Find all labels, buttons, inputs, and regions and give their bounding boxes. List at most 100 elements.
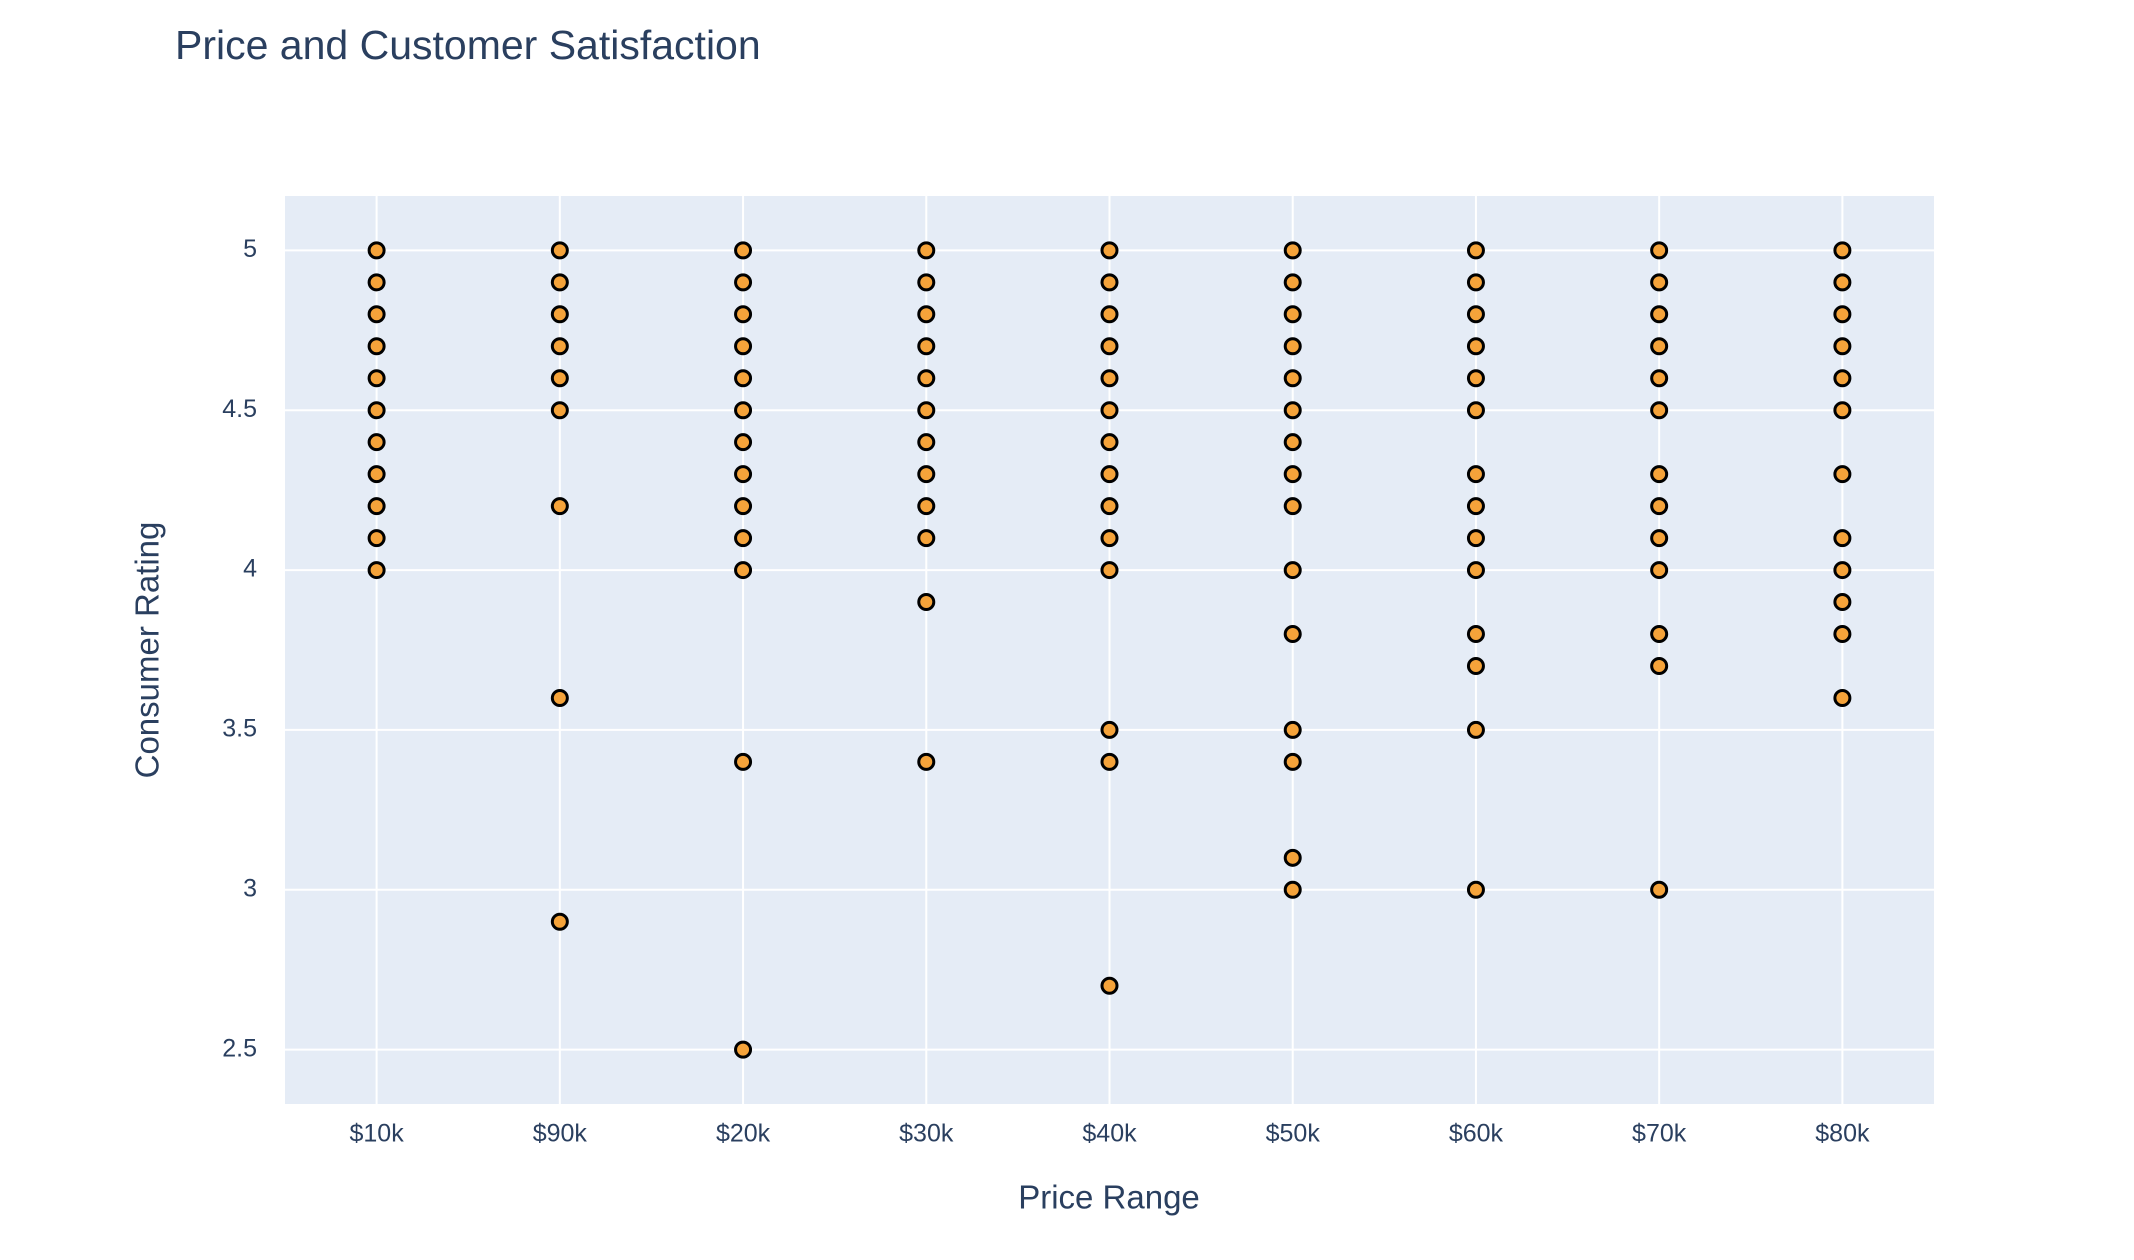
point (550, 241, 569, 260)
point (1283, 752, 1302, 771)
point (1466, 880, 1485, 899)
point (1283, 848, 1302, 867)
point (1650, 529, 1669, 548)
point (367, 497, 386, 516)
point (1283, 401, 1302, 420)
point (367, 241, 386, 260)
point (1100, 497, 1119, 516)
point (1833, 241, 1852, 260)
point (550, 688, 569, 707)
point (1283, 880, 1302, 899)
point (1466, 465, 1485, 484)
point (1466, 497, 1485, 516)
point (1100, 720, 1119, 739)
point (1466, 561, 1485, 580)
y-tick-label: 4 (243, 555, 257, 583)
point (1650, 561, 1669, 580)
point (734, 1040, 753, 1059)
point (1466, 273, 1485, 292)
point (1466, 305, 1485, 324)
y-tick-label: 3 (243, 874, 257, 902)
x-tick-label: $10k (350, 1120, 405, 1148)
point (734, 337, 753, 356)
point (1466, 401, 1485, 420)
point (550, 337, 569, 356)
point (367, 465, 386, 484)
point (1466, 337, 1485, 356)
point (734, 433, 753, 452)
point (1833, 529, 1852, 548)
point (367, 561, 386, 580)
point (1100, 369, 1119, 388)
x-tick-label: $70k (1632, 1120, 1687, 1148)
x-tick-label: $60k (1449, 1120, 1504, 1148)
point (550, 401, 569, 420)
point (917, 497, 936, 516)
point (1650, 241, 1669, 260)
point (1283, 465, 1302, 484)
point (1833, 688, 1852, 707)
point (1650, 369, 1669, 388)
point (1833, 273, 1852, 292)
point (1466, 625, 1485, 644)
point (1650, 465, 1669, 484)
point (550, 273, 569, 292)
point (1833, 401, 1852, 420)
point (1833, 305, 1852, 324)
point (1466, 369, 1485, 388)
point (367, 401, 386, 420)
x-axis-title: Price Range (1018, 1179, 1200, 1216)
x-tick-label: $40k (1082, 1120, 1137, 1148)
point (917, 241, 936, 260)
point (1833, 337, 1852, 356)
y-tick-label: 5 (243, 235, 257, 263)
point (1650, 497, 1669, 516)
point (1100, 305, 1119, 324)
point (734, 401, 753, 420)
point (367, 337, 386, 356)
point (1283, 369, 1302, 388)
point (1466, 656, 1485, 675)
point (917, 305, 936, 324)
point (1833, 593, 1852, 612)
point (1100, 337, 1119, 356)
point (1283, 337, 1302, 356)
point (917, 273, 936, 292)
y-axis-title: Consumer Rating (129, 522, 166, 779)
point (917, 465, 936, 484)
point (1833, 561, 1852, 580)
point (734, 561, 753, 580)
point (1833, 465, 1852, 484)
point (367, 369, 386, 388)
point (1833, 625, 1852, 644)
point (1466, 529, 1485, 548)
point (1100, 401, 1119, 420)
x-tick-label: $30k (899, 1120, 954, 1148)
point (367, 305, 386, 324)
point (1283, 433, 1302, 452)
point (1650, 880, 1669, 899)
point (1283, 561, 1302, 580)
y-tick-label: 2.5 (222, 1034, 257, 1062)
x-tick-label: $50k (1266, 1120, 1321, 1148)
point (917, 337, 936, 356)
point (1650, 656, 1669, 675)
point (550, 305, 569, 324)
point (917, 369, 936, 388)
point (550, 497, 569, 516)
point (1100, 561, 1119, 580)
point (1283, 625, 1302, 644)
point (1650, 337, 1669, 356)
point (1283, 241, 1302, 260)
point (917, 529, 936, 548)
point (1283, 305, 1302, 324)
point (734, 752, 753, 771)
point (734, 273, 753, 292)
x-tick-label: $20k (716, 1120, 771, 1148)
point (1100, 976, 1119, 995)
point (734, 369, 753, 388)
point (734, 497, 753, 516)
point (734, 529, 753, 548)
point (1466, 241, 1485, 260)
